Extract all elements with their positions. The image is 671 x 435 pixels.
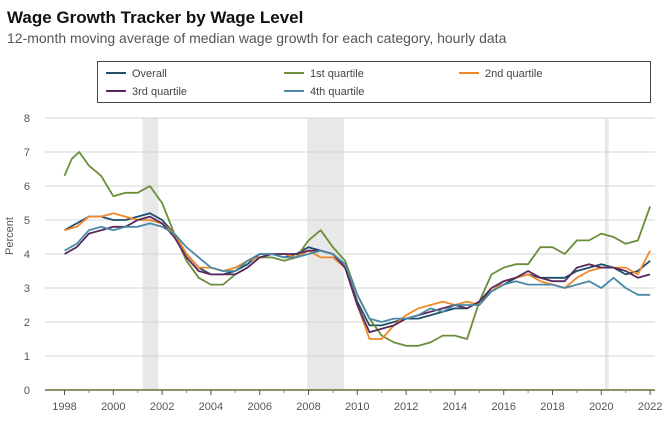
y-tick-label: 6 xyxy=(24,181,30,193)
legend-label: Overall xyxy=(132,68,167,80)
legend-label: 3rd quartile xyxy=(132,86,188,98)
legend-swatch-overall xyxy=(106,72,126,75)
legend-label: 2nd quartile xyxy=(485,68,543,80)
x-tick-label: 2016 xyxy=(491,401,515,413)
x-tick-label: 2022 xyxy=(638,401,662,413)
chart-subtitle: 12-month moving average of median wage g… xyxy=(7,30,507,46)
y-tick-label: 0 xyxy=(24,385,30,397)
y-tick-label: 7 xyxy=(24,147,30,159)
x-tick-label: 2014 xyxy=(443,401,467,413)
x-tick-label: 2012 xyxy=(394,401,418,413)
y-tick-label: 2 xyxy=(24,317,30,329)
chart-legend: Overall 1st quartile 2nd quartile 3rd qu… xyxy=(97,61,651,103)
series-line-overall xyxy=(64,212,651,327)
series-line-4th-quartile xyxy=(64,222,651,323)
y-tick-label: 1 xyxy=(24,351,30,363)
x-tick-label: 2006 xyxy=(247,401,271,413)
series-line-3rd-quartile xyxy=(64,215,651,334)
legend-item-overall[interactable]: Overall xyxy=(106,68,167,80)
legend-swatch-1st-quartile xyxy=(284,72,304,75)
x-tick-label: 1998 xyxy=(52,401,76,413)
x-tick-label: 2018 xyxy=(540,401,564,413)
x-tick-label: 2020 xyxy=(589,401,613,413)
x-tick-label: 2004 xyxy=(199,401,223,413)
chart-title: Wage Growth Tracker by Wage Level xyxy=(7,8,304,27)
legend-label: 1st quartile xyxy=(310,68,364,80)
x-tick-label: 2010 xyxy=(345,401,369,413)
legend-item-2nd-quartile[interactable]: 2nd quartile xyxy=(459,68,543,80)
x-tick-label: 2002 xyxy=(150,401,174,413)
legend-swatch-2nd-quartile xyxy=(459,72,479,75)
legend-item-4th-quartile[interactable]: 4th quartile xyxy=(284,86,364,98)
legend-item-1st-quartile[interactable]: 1st quartile xyxy=(284,68,364,80)
legend-item-3rd-quartile[interactable]: 3rd quartile xyxy=(106,86,187,98)
y-tick-label: 8 xyxy=(24,113,30,125)
legend-label: 4th quartile xyxy=(310,86,365,98)
y-tick-label: 4 xyxy=(24,249,30,261)
x-tick-label: 2008 xyxy=(296,401,320,413)
x-tick-label: 2000 xyxy=(101,401,125,413)
y-tick-label: 3 xyxy=(24,283,30,295)
legend-swatch-4th-quartile xyxy=(284,90,304,93)
legend-swatch-3rd-quartile xyxy=(106,90,126,93)
y-tick-label: 5 xyxy=(24,215,30,227)
